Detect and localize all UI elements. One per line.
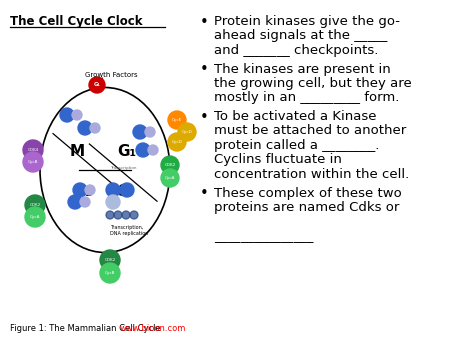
Circle shape (23, 152, 43, 172)
Text: •: • (200, 62, 209, 77)
Text: These complex of these two: These complex of these two (214, 186, 402, 200)
Text: Transcription: Transcription (110, 166, 137, 170)
Circle shape (145, 127, 155, 137)
Circle shape (80, 197, 90, 207)
Circle shape (106, 211, 114, 219)
Circle shape (130, 211, 138, 219)
Text: www.bioon.com: www.bioon.com (120, 324, 186, 333)
Circle shape (100, 263, 120, 283)
Circle shape (122, 211, 130, 219)
Text: Cyclins fluctuate in: Cyclins fluctuate in (214, 153, 342, 166)
Text: Transcription,
DNA replication: Transcription, DNA replication (110, 225, 148, 236)
Text: concentration within the cell.: concentration within the cell. (214, 168, 409, 181)
Circle shape (120, 183, 134, 197)
Text: •: • (200, 186, 209, 202)
Circle shape (89, 77, 105, 93)
Circle shape (133, 125, 147, 139)
Text: CDK2: CDK2 (104, 258, 116, 262)
Text: To be activated a Kinase: To be activated a Kinase (214, 110, 376, 123)
Circle shape (23, 140, 43, 160)
Circle shape (25, 207, 45, 227)
Text: proteins are named Cdks or: proteins are named Cdks or (214, 201, 400, 214)
Circle shape (161, 156, 179, 174)
Circle shape (161, 169, 179, 187)
Text: •: • (200, 110, 209, 125)
Circle shape (73, 183, 87, 197)
Text: CycB: CycB (105, 271, 115, 275)
Text: G₁: G₁ (93, 82, 100, 87)
Text: CycA: CycA (30, 215, 40, 219)
Text: G₁: G₁ (118, 144, 137, 159)
Text: M: M (69, 144, 84, 159)
Circle shape (114, 211, 122, 219)
Text: CycB: CycB (28, 160, 38, 164)
Text: G₂: G₂ (73, 185, 92, 200)
Circle shape (106, 183, 120, 197)
Text: and _______ checkpoints.: and _______ checkpoints. (214, 44, 378, 57)
Circle shape (25, 195, 45, 215)
Circle shape (90, 123, 100, 133)
Text: Growth Factors: Growth Factors (85, 72, 137, 78)
Circle shape (136, 143, 150, 157)
Circle shape (106, 195, 120, 209)
Circle shape (148, 145, 158, 155)
Text: S: S (118, 185, 128, 200)
Text: the growing cell, but they are: the growing cell, but they are (214, 77, 412, 90)
Text: mostly in an _________ form.: mostly in an _________ form. (214, 92, 400, 104)
Circle shape (168, 111, 186, 129)
Circle shape (72, 110, 82, 120)
Circle shape (68, 195, 82, 209)
Text: •: • (200, 15, 209, 30)
Text: CycD: CycD (172, 140, 182, 144)
Text: Figure 1: The Mammalian Cell Cycle: Figure 1: The Mammalian Cell Cycle (10, 324, 161, 333)
Circle shape (85, 185, 95, 195)
Text: ahead signals at the _____: ahead signals at the _____ (214, 29, 387, 43)
Text: must be attached to another: must be attached to another (214, 125, 406, 137)
Text: CycD: CycD (182, 130, 192, 134)
Text: CDK2: CDK2 (29, 203, 41, 207)
Circle shape (178, 123, 196, 141)
Text: Protein kinases give the go-: Protein kinases give the go- (214, 15, 400, 28)
Text: CDK4: CDK4 (27, 148, 38, 152)
Text: protein called a ________.: protein called a ________. (214, 139, 379, 152)
Circle shape (60, 108, 74, 122)
Text: The Cell Cycle Clock: The Cell Cycle Clock (10, 15, 143, 28)
Circle shape (78, 121, 92, 135)
Text: CycE: CycE (172, 118, 182, 122)
Circle shape (168, 133, 186, 151)
Circle shape (100, 250, 120, 270)
Text: CDK2: CDK2 (164, 163, 176, 167)
Text: CycA: CycA (165, 176, 175, 180)
Text: _______________: _______________ (214, 230, 313, 243)
Text: The kinases are present in: The kinases are present in (214, 62, 391, 76)
